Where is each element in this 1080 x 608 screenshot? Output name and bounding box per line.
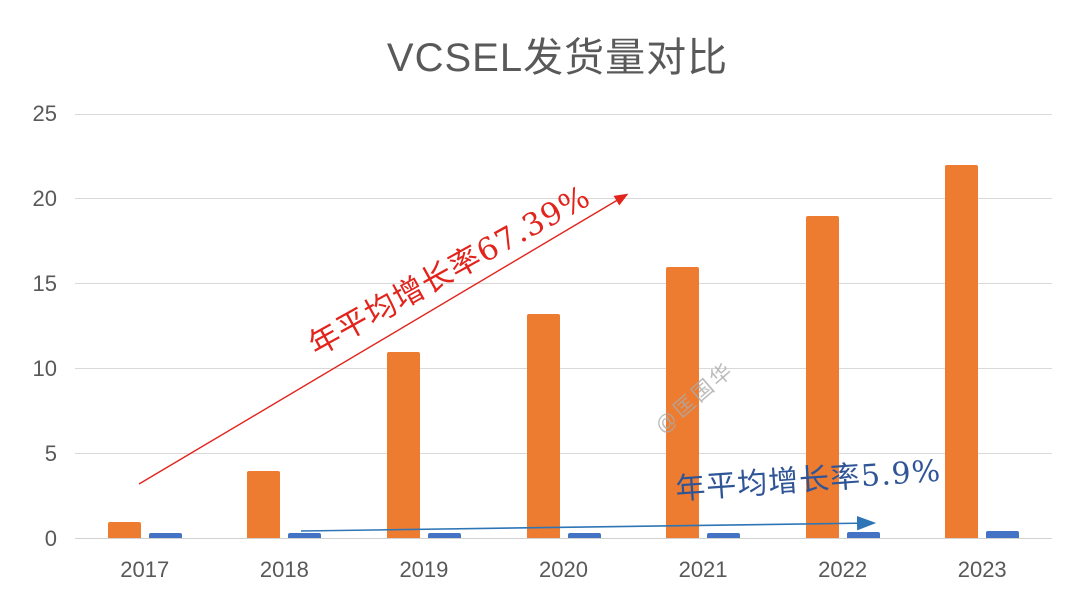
y-tick-label-10: 10 xyxy=(32,355,57,381)
blue-growth-annotation-label: 年平均增长率5.9% xyxy=(674,453,943,508)
x-tick-label-2022: 2022 xyxy=(818,557,868,582)
gridline-25 xyxy=(75,113,1052,115)
y-tick-label-20: 20 xyxy=(32,185,57,211)
bar-2021-orange-series xyxy=(666,266,700,539)
bar-2020-blue-series xyxy=(567,533,601,539)
y-tick-label-15: 15 xyxy=(32,270,57,296)
x-tick-label-2021: 2021 xyxy=(678,557,728,582)
bar-2023-blue-series xyxy=(986,530,1020,539)
bar-2019-blue-series xyxy=(427,533,461,539)
gridline-15 xyxy=(75,283,1052,285)
bar-2023-orange-series xyxy=(945,164,979,539)
bar-2017-blue-series xyxy=(148,533,182,539)
bar-2021-blue-series xyxy=(707,532,741,539)
x-tick-label-2020: 2020 xyxy=(539,557,588,582)
bar-2019-orange-series xyxy=(386,351,420,539)
bar-2017-orange-series xyxy=(107,521,141,539)
gridline-10 xyxy=(75,368,1052,370)
x-axis-line xyxy=(75,538,1052,539)
bar-2022-blue-series xyxy=(846,531,880,539)
y-tick-label-0: 0 xyxy=(44,525,57,551)
bar-2018-orange-series xyxy=(247,470,281,539)
x-tick-label-2017: 2017 xyxy=(120,557,170,582)
bar-2020-orange-series xyxy=(526,314,560,539)
x-tick-label-2018: 2018 xyxy=(259,557,309,582)
x-tick-label-2019: 2019 xyxy=(399,557,449,582)
chart-title: VCSEL发货量对比 xyxy=(386,36,729,80)
bar-2022-orange-series xyxy=(805,215,839,539)
y-tick-label-25: 25 xyxy=(32,101,57,126)
y-tick-label-5: 5 xyxy=(44,440,57,466)
bar-2018-blue-series xyxy=(288,533,322,539)
x-tick-label-2023: 2023 xyxy=(957,557,1007,582)
